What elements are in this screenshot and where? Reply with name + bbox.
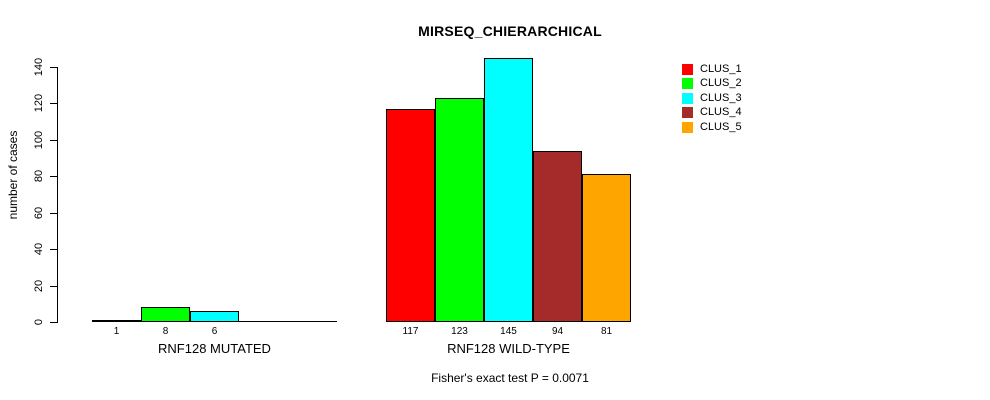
- bar: [141, 307, 190, 322]
- bar-value-label: 1: [113, 326, 120, 337]
- legend-swatch: [682, 122, 693, 133]
- bar-value-label: 6: [211, 326, 218, 337]
- x-group-label: RNF128 WILD-TYPE: [447, 341, 570, 356]
- bar-value-label: 145: [500, 326, 517, 337]
- bar-value-label: 81: [600, 326, 613, 337]
- bar: [533, 151, 582, 322]
- bar: [92, 320, 141, 322]
- bar-value-label: 94: [551, 326, 564, 337]
- bar: [435, 98, 484, 322]
- legend-label: CLUS_5: [700, 121, 742, 133]
- y-tick-label: 40: [33, 242, 45, 256]
- legend-label: CLUS_1: [700, 63, 742, 75]
- y-tick: [50, 67, 57, 68]
- bar: [190, 311, 239, 322]
- legend-swatch: [682, 93, 693, 104]
- y-tick-label: 80: [33, 169, 45, 183]
- legend-label: CLUS_3: [700, 92, 742, 104]
- y-tick-label: 60: [33, 206, 45, 220]
- y-tick-label: 120: [33, 93, 45, 113]
- bar: [386, 109, 435, 322]
- y-axis-line: [57, 67, 58, 323]
- y-tick: [50, 140, 57, 141]
- bar-value-label: 123: [451, 326, 468, 337]
- y-tick: [50, 176, 57, 177]
- bar: [484, 58, 533, 322]
- annotation-text: Fisher's exact test P = 0.0071: [431, 371, 589, 385]
- y-tick: [50, 213, 57, 214]
- y-tick: [50, 249, 57, 250]
- y-axis-label: number of cases: [6, 130, 20, 220]
- legend-swatch: [682, 107, 693, 118]
- y-tick-label: 0: [33, 318, 45, 326]
- y-tick-label: 20: [33, 279, 45, 293]
- legend-swatch: [682, 64, 693, 75]
- legend-swatch: [682, 78, 693, 89]
- legend-label: CLUS_4: [700, 106, 742, 118]
- y-tick: [50, 286, 57, 287]
- chart-title: MIRSEQ_CHIERARCHICAL: [418, 23, 602, 39]
- bar-value-label: 8: [162, 326, 169, 337]
- x-group-label: RNF128 MUTATED: [158, 341, 271, 356]
- y-tick: [50, 103, 57, 104]
- bar: [582, 174, 631, 322]
- y-tick: [50, 322, 57, 323]
- legend-label: CLUS_2: [700, 77, 742, 89]
- y-tick-label: 140: [33, 57, 45, 77]
- bar-value-label: 117: [402, 326, 419, 337]
- y-tick-label: 100: [33, 130, 45, 150]
